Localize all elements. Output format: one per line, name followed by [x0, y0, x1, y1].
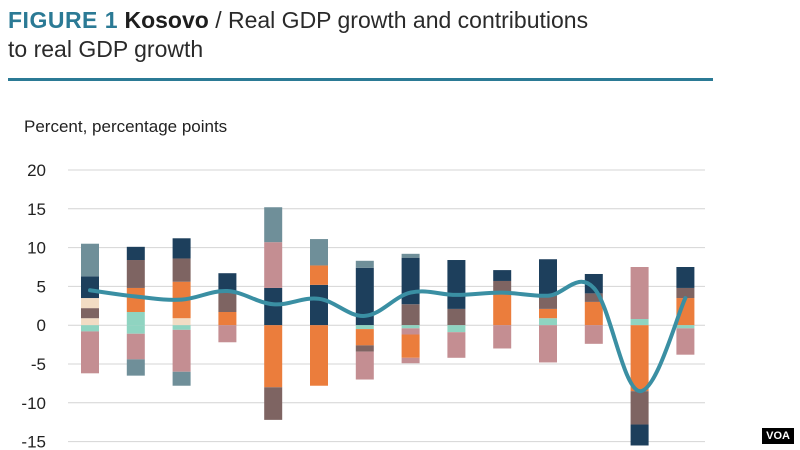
bar-segment — [81, 276, 99, 299]
bar-segment — [676, 325, 695, 329]
y-tick-label: 5 — [37, 277, 46, 296]
bar-segment — [584, 293, 603, 302]
chart-title: FIGURE 1 Kosovo / Real GDP growth and co… — [8, 6, 728, 64]
bar-segment — [310, 239, 328, 266]
bar-segment — [401, 253, 420, 258]
bar-segment — [81, 308, 99, 319]
bar-segment — [81, 243, 99, 277]
bar-segment — [676, 328, 695, 355]
bar-segment — [493, 280, 512, 293]
bar-segment — [676, 287, 695, 299]
bar-segment — [493, 270, 512, 281]
y-tick-label: -10 — [21, 394, 46, 413]
bar-segment — [447, 332, 466, 358]
bar-segment — [630, 325, 649, 392]
title-rule — [8, 78, 713, 81]
bar-segment — [630, 424, 649, 446]
bar-segment — [584, 325, 603, 344]
bar-segment — [172, 238, 191, 259]
voa-watermark: VOA — [762, 428, 794, 444]
bar-segment — [355, 345, 374, 352]
bar-segment — [355, 267, 374, 326]
bar-segment — [218, 312, 237, 326]
bar-segment — [126, 287, 145, 313]
bar-segment — [172, 371, 191, 386]
bar-segment — [630, 318, 649, 326]
bar-segment — [401, 325, 420, 329]
y-tick-label: 15 — [27, 200, 46, 219]
bar-segment — [355, 260, 374, 268]
bar-segment — [539, 308, 557, 319]
bar-segment — [81, 318, 99, 326]
title-line-2: to real GDP growth — [8, 36, 204, 62]
bar-segment — [401, 334, 420, 358]
bar-segment — [310, 284, 328, 326]
bar-segment — [539, 294, 557, 309]
bar-segment — [264, 387, 283, 420]
bar-segment — [447, 260, 466, 309]
bar-segment — [264, 242, 283, 288]
bar-segment — [126, 260, 145, 288]
bar-segment — [126, 325, 145, 334]
y-tick-label: 20 — [27, 161, 46, 180]
bar-segment — [218, 325, 237, 343]
bar-segment — [493, 292, 512, 326]
bar-segment — [126, 333, 145, 360]
bar-segment — [81, 325, 99, 332]
bar-segment — [264, 287, 283, 326]
bar-segment — [401, 257, 420, 305]
bar-segment — [126, 359, 145, 376]
bar-segment — [584, 273, 603, 294]
bar-segment — [401, 304, 420, 326]
bar-segment — [355, 351, 374, 380]
bar-segment — [584, 301, 603, 326]
bar-segment — [126, 246, 145, 261]
bar-segment — [126, 312, 145, 326]
bar-segment — [172, 329, 191, 372]
title-rest: / Real GDP growth and contributions — [208, 7, 589, 33]
bar-segment — [539, 259, 557, 295]
bar-segment — [401, 357, 420, 364]
bar-segment — [310, 325, 328, 386]
bar-segment — [630, 267, 649, 319]
bar-segment — [81, 298, 99, 309]
bar-segment — [264, 207, 283, 243]
bar-segment — [172, 258, 191, 282]
bar-segment — [447, 308, 466, 326]
bar-segment — [218, 292, 237, 313]
title-country: Kosovo — [124, 7, 209, 33]
bar-segment — [355, 329, 374, 346]
bar-segment — [447, 325, 466, 333]
bar-segment — [493, 325, 512, 349]
y-axis-units-label: Percent, percentage points — [24, 117, 228, 136]
bar-segment — [310, 265, 328, 285]
bar-segment — [218, 273, 237, 293]
bar-segment — [630, 391, 649, 425]
bar-segment — [676, 267, 695, 288]
bar-segment — [539, 325, 557, 363]
y-tick-label: 10 — [27, 239, 46, 258]
y-tick-label: 0 — [37, 316, 46, 335]
bar-segment — [81, 331, 99, 374]
bar-segment — [264, 325, 283, 388]
bar-segment — [172, 325, 191, 330]
y-tick-label: -5 — [31, 355, 46, 374]
figure-label: FIGURE 1 — [8, 7, 119, 33]
y-tick-label: -15 — [21, 433, 46, 450]
bar-segment — [401, 328, 420, 335]
bar-segment — [172, 318, 191, 326]
bar-segment — [539, 318, 557, 326]
bar-segment — [355, 325, 374, 330]
